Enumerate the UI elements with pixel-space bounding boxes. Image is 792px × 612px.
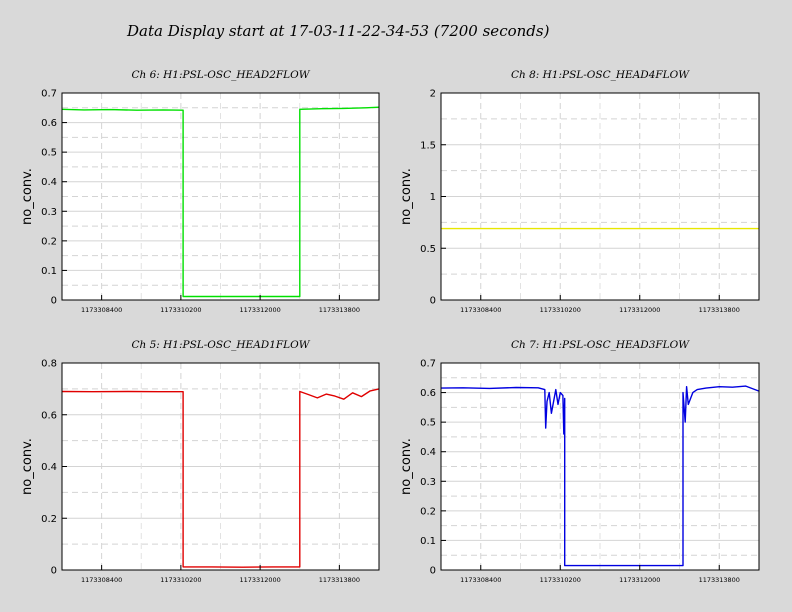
x-tick-label: 1173313800 (699, 576, 740, 584)
y-tick-label: 0.7 (420, 359, 436, 370)
y-axis-label: no_conv. (20, 168, 35, 225)
y-tick-label: 0.2 (41, 514, 57, 525)
y-tick-label: 0.5 (420, 244, 436, 255)
series-line-1 (61, 106, 380, 298)
y-tick-label: 0.6 (420, 388, 436, 399)
plot-frame (61, 92, 380, 301)
x-tick-label: 1173310200 (540, 306, 581, 314)
y-tick-label: 0.2 (420, 506, 436, 517)
x-tick-label: 1173313800 (319, 576, 360, 584)
chart-title: Ch 6: H1:PSL-OSC_HEAD2FLOW (131, 69, 310, 81)
x-tick-label: 1173313800 (699, 306, 740, 314)
x-tick-label: 1173310200 (540, 576, 581, 584)
x-tick-label: 1173312000 (619, 576, 660, 584)
y-tick-label: 0.6 (41, 118, 57, 129)
x-tick-label: 1173310200 (160, 306, 201, 314)
y-axis-label: no_conv. (20, 438, 35, 495)
series-line-1 (61, 388, 380, 568)
y-axis-label: no_conv. (399, 168, 414, 225)
x-tick-label: 1173312000 (239, 576, 280, 584)
y-tick-label: 0 (51, 296, 57, 307)
chart-3: 0 0.2 0.4 0.6 0.8 1173308400 1173310200 1173312… (20, 339, 380, 584)
y-tick-label: 0.6 (41, 410, 57, 421)
y-tick-label: 0.1 (41, 266, 57, 277)
y-tick-label: 0.7 (41, 89, 57, 100)
y-tick-label: 0.3 (420, 477, 436, 488)
y-axis-label: no_conv. (399, 438, 414, 495)
y-tick-label: 1.5 (420, 140, 436, 151)
chart-title: Ch 8: H1:PSL-OSC_HEAD4FLOW (511, 69, 690, 81)
y-tick-label: 0.4 (41, 177, 57, 188)
chart-1: 0 0.1 0.2 0.3 0.4 0.5 0.6 0.7 1173308400 11733102… (20, 69, 380, 314)
chart-title: Ch 5: H1:PSL-OSC_HEAD1FLOW (131, 339, 310, 351)
chart-4: 0 0.1 0.2 0.3 0.4 0.5 0.6 0.7 1173308400 11733102… (399, 339, 760, 584)
y-tick-label: 0 (430, 296, 436, 307)
y-tick-label: 0.4 (420, 447, 436, 458)
y-tick-label: 0 (51, 566, 57, 577)
plot-frame (440, 362, 760, 571)
x-tick-label: 1173308400 (81, 306, 122, 314)
series-line-1 (440, 385, 760, 567)
y-tick-label: 0.4 (41, 462, 57, 473)
y-tick-label: 0.5 (41, 148, 57, 159)
y-tick-label: 0.3 (41, 207, 57, 218)
y-tick-label: 1 (430, 192, 436, 203)
x-tick-label: 1173308400 (460, 306, 501, 314)
x-tick-label: 1173313800 (319, 306, 360, 314)
y-tick-label: 0 (430, 566, 436, 577)
x-tick-label: 1173308400 (460, 576, 501, 584)
chart-2: 0 0.5 1 1.5 2 1173308400 1173310200 1173312000 1… (399, 69, 760, 314)
x-tick-label: 1173310200 (160, 576, 201, 584)
y-tick-label: 0.1 (420, 536, 436, 547)
x-tick-label: 1173312000 (619, 306, 660, 314)
chart-title: Ch 7: H1:PSL-OSC_HEAD3FLOW (511, 339, 690, 351)
y-tick-label: 2 (430, 89, 436, 100)
x-tick-label: 1173308400 (81, 576, 122, 584)
y-tick-label: 0.2 (41, 236, 57, 247)
page-title: Data Display start at 17-03-11-22-34-53 … (127, 22, 550, 40)
y-tick-label: 0.8 (41, 359, 57, 370)
y-tick-label: 0.5 (420, 418, 436, 429)
x-tick-label: 1173312000 (239, 306, 280, 314)
